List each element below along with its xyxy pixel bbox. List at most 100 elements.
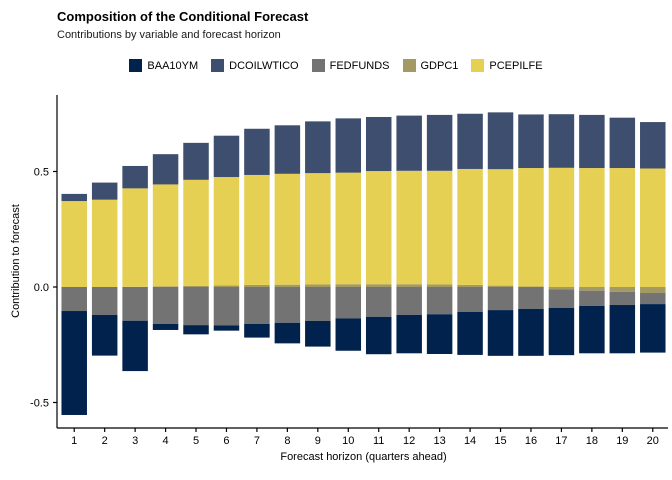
bar-segment-FEDFUNDS	[487, 287, 514, 311]
chart-title: Composition of the Conditional Forecast	[57, 9, 309, 24]
bar-segment-BAA10YM	[274, 322, 301, 344]
x-tick-label: 17	[555, 435, 567, 447]
chart-subtitle: Contributions by variable and forecast h…	[57, 29, 281, 41]
bar-segment-DCOILWTICO	[609, 117, 636, 169]
bar-segment-FEDFUNDS	[609, 291, 636, 306]
bar-segment-DCOILWTICO	[183, 142, 209, 180]
bar-segment-BAA10YM	[609, 305, 636, 354]
bar-segment-FEDFUNDS	[396, 287, 422, 315]
x-axis-title: Forecast horizon (quarters ahead)	[280, 451, 447, 463]
bar-segment-BAA10YM	[61, 311, 87, 415]
y-tick-label: -0.5	[30, 398, 49, 410]
bar-segment-GDPC1	[487, 285, 514, 287]
bar-segment-BAA10YM	[122, 320, 148, 372]
bar-segment-BAA10YM	[305, 320, 331, 347]
x-tick-label: 8	[284, 435, 290, 447]
bar-segment-FEDFUNDS	[274, 287, 301, 323]
x-tick-label: 7	[254, 435, 260, 447]
bar-segment-GDPC1	[152, 286, 179, 287]
bar-segment-BAA10YM	[426, 314, 453, 354]
x-tick-label: 4	[163, 435, 169, 447]
x-tick-label: 18	[586, 435, 598, 447]
legend-label: DCOILWTICO	[229, 59, 299, 72]
bar-segment-DCOILWTICO	[152, 154, 179, 185]
bar-segment-PCEPILFE	[579, 168, 605, 287]
legend-label: BAA10YM	[147, 59, 199, 72]
legend-label: FEDFUNDS	[329, 59, 390, 72]
legend-swatch-icon	[402, 59, 416, 72]
legend-label: PCEPILFE	[489, 59, 543, 72]
bar-segment-PCEPILFE	[61, 201, 87, 287]
bar-segment-BAA10YM	[335, 318, 362, 351]
bar-segment-PCEPILFE	[91, 199, 118, 287]
bar-segment-BAA10YM	[244, 323, 270, 338]
bar-segment-BAA10YM	[213, 325, 240, 331]
bar-segment-PCEPILFE	[274, 173, 301, 285]
x-tick-label: 11	[373, 435, 384, 447]
bar-segment-PCEPILFE	[518, 168, 544, 287]
bar-segment-FEDFUNDS	[426, 287, 453, 315]
bar-segment-PCEPILFE	[548, 167, 575, 287]
bar-segment-GDPC1	[426, 284, 453, 287]
bar-segment-GDPC1	[579, 287, 605, 291]
legend-item: DCOILWTICO	[211, 59, 299, 72]
legend: BAA10YM DCOILWTICO FEDFUNDS GDPC1 PCEPILFE	[0, 59, 672, 72]
legend-swatch-icon	[471, 59, 485, 72]
bar-segment-GDPC1	[244, 284, 270, 287]
bar-segment-PCEPILFE	[396, 170, 422, 285]
bar-segment-FEDFUNDS	[122, 287, 148, 321]
x-tick-label: 12	[403, 435, 415, 447]
bar-segment-GDPC1	[609, 287, 636, 292]
bar-segment-DCOILWTICO	[487, 112, 514, 170]
bar-segment-FEDFUNDS	[579, 290, 605, 306]
bar-segment-BAA10YM	[183, 325, 209, 335]
bar-segment-GDPC1	[305, 284, 331, 287]
bar-segment-BAA10YM	[518, 308, 544, 356]
bar-segment-DCOILWTICO	[335, 118, 362, 173]
bar-segment-PCEPILFE	[487, 169, 514, 286]
bar-segment-GDPC1	[548, 287, 575, 290]
bar-segment-FEDFUNDS	[518, 287, 544, 309]
bar-segment-PCEPILFE	[640, 168, 666, 287]
y-tick-label: 0.0	[34, 282, 49, 294]
x-tick-label: 2	[102, 435, 108, 447]
bar-segment-GDPC1	[183, 285, 209, 287]
bar-segment-PCEPILFE	[183, 179, 209, 286]
bar-segment-DCOILWTICO	[396, 115, 422, 171]
plot-area: 0.50.0-0.51 2 3 4 5 6 7 8 9 10 11 12 13 14 15 16 17 18 19 2…	[30, 95, 668, 447]
bar-segment-PCEPILFE	[609, 168, 636, 287]
bar-segment-DCOILWTICO	[122, 165, 148, 189]
bar-segment-DCOILWTICO	[213, 135, 240, 178]
bar-segment-FEDFUNDS	[183, 287, 209, 326]
bar-segment-BAA10YM	[487, 310, 514, 356]
bar-segment-FEDFUNDS	[640, 293, 666, 305]
bar-segment-PCEPILFE	[365, 171, 392, 285]
bar-segment-BAA10YM	[579, 305, 605, 354]
bar-segment-FEDFUNDS	[548, 289, 575, 308]
bar-segment-FEDFUNDS	[365, 287, 392, 317]
y-tick-label: 0.5	[34, 167, 49, 179]
bar-segment-DCOILWTICO	[305, 121, 331, 174]
bar-segment-PCEPILFE	[244, 174, 270, 285]
bar-segment-PCEPILFE	[122, 188, 148, 287]
bar-segment-BAA10YM	[548, 307, 575, 356]
bar-segment-DCOILWTICO	[426, 114, 453, 171]
bar-segment-DCOILWTICO	[365, 116, 392, 172]
bar-segment-DCOILWTICO	[274, 125, 301, 174]
bar-segment-GDPC1	[213, 285, 240, 287]
bar-segment-DCOILWTICO	[457, 113, 483, 169]
bar-segment-GDPC1	[457, 284, 483, 287]
bar-segment-BAA10YM	[365, 316, 392, 355]
x-tick-label: 6	[223, 435, 229, 447]
bar-segment-BAA10YM	[396, 314, 422, 354]
bar-segment-DCOILWTICO	[518, 114, 544, 169]
bar-segment-PCEPILFE	[426, 170, 453, 285]
bar-segment-FEDFUNDS	[213, 287, 240, 326]
x-tick-label: 9	[315, 435, 321, 447]
x-tick-label: 19	[616, 435, 628, 447]
bar-segment-BAA10YM	[640, 304, 666, 353]
bar-segment-GDPC1	[274, 284, 301, 287]
bar-segment-FEDFUNDS	[91, 287, 118, 315]
bar-segment-GDPC1	[640, 287, 666, 294]
